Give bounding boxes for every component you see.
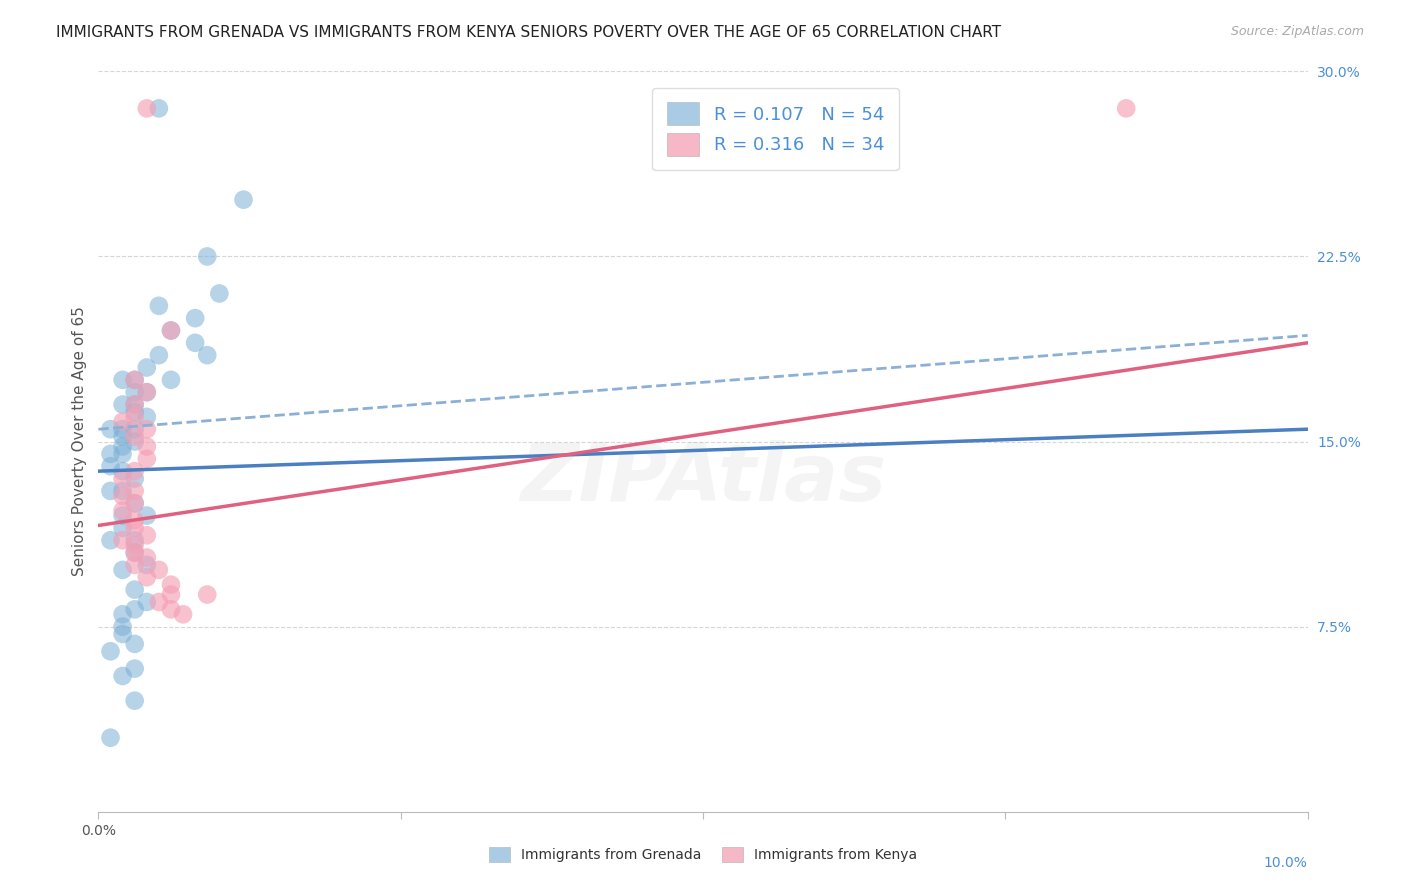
Point <box>111 373 134 387</box>
Point <box>124 602 146 616</box>
Point <box>135 595 157 609</box>
Point <box>124 405 146 419</box>
Point <box>148 595 170 609</box>
Point <box>111 669 134 683</box>
Point <box>135 528 157 542</box>
Point <box>111 447 134 461</box>
Point <box>124 637 146 651</box>
Point <box>111 619 134 633</box>
Legend: Immigrants from Grenada, Immigrants from Kenya: Immigrants from Grenada, Immigrants from… <box>484 842 922 868</box>
Point <box>100 731 122 745</box>
Point <box>124 409 146 424</box>
Point <box>111 440 134 454</box>
Point <box>135 558 157 572</box>
Point <box>100 447 122 461</box>
Point <box>195 348 218 362</box>
Point <box>124 538 146 552</box>
Point <box>100 483 122 498</box>
Point <box>135 385 157 400</box>
Text: 10.0%: 10.0% <box>1264 856 1308 870</box>
Point <box>124 694 146 708</box>
Point <box>111 607 134 622</box>
Point <box>124 533 146 548</box>
Point <box>135 508 157 523</box>
Point <box>135 422 157 436</box>
Point <box>1115 102 1137 116</box>
Point <box>208 286 231 301</box>
Point <box>160 577 183 591</box>
Text: IMMIGRANTS FROM GRENADA VS IMMIGRANTS FROM KENYA SENIORS POVERTY OVER THE AGE OF: IMMIGRANTS FROM GRENADA VS IMMIGRANTS FR… <box>56 25 1001 40</box>
Point <box>111 471 134 485</box>
Point <box>148 299 170 313</box>
Point <box>184 335 207 350</box>
Point <box>111 422 134 436</box>
Text: Source: ZipAtlas.com: Source: ZipAtlas.com <box>1230 25 1364 38</box>
Point <box>124 373 146 387</box>
Point <box>160 324 183 338</box>
Point <box>148 102 170 116</box>
Point <box>160 373 183 387</box>
Point <box>124 398 146 412</box>
Point <box>172 607 194 622</box>
Point <box>124 514 146 528</box>
Point <box>135 451 157 466</box>
Point <box>135 440 157 454</box>
Point <box>135 102 157 116</box>
Point <box>195 249 218 264</box>
Point <box>124 582 146 597</box>
Point <box>135 360 157 375</box>
Point <box>124 546 146 560</box>
Point <box>111 398 134 412</box>
Point <box>111 503 134 517</box>
Point <box>124 496 146 510</box>
Point <box>111 489 134 503</box>
Y-axis label: Seniors Poverty Over the Age of 65: Seniors Poverty Over the Age of 65 <box>72 307 87 576</box>
Point <box>111 508 134 523</box>
Point <box>124 662 146 676</box>
Point <box>124 422 146 436</box>
Point <box>124 373 146 387</box>
Point <box>111 563 134 577</box>
Point <box>124 483 146 498</box>
Point <box>135 550 157 565</box>
Point <box>111 533 134 548</box>
Point <box>100 644 122 658</box>
Point <box>111 415 134 429</box>
Point <box>100 533 122 548</box>
Point <box>124 471 146 485</box>
Point <box>124 546 146 560</box>
Point <box>100 422 122 436</box>
Point <box>148 348 170 362</box>
Text: ZIPAtlas: ZIPAtlas <box>520 440 886 517</box>
Point <box>195 588 218 602</box>
Point <box>135 570 157 584</box>
Point <box>124 429 146 443</box>
Point <box>124 385 146 400</box>
Point <box>124 521 146 535</box>
Point <box>160 324 183 338</box>
Point <box>111 429 134 443</box>
Point <box>124 496 146 510</box>
Point <box>148 563 170 577</box>
Point <box>124 434 146 449</box>
Point <box>111 627 134 641</box>
Point <box>232 193 254 207</box>
Point <box>135 385 157 400</box>
Point <box>135 409 157 424</box>
Point <box>124 398 146 412</box>
Point <box>160 602 183 616</box>
Point <box>124 464 146 478</box>
Point <box>100 459 122 474</box>
Point <box>111 464 134 478</box>
Point <box>124 558 146 572</box>
Point <box>111 483 134 498</box>
Point <box>160 588 183 602</box>
Point <box>184 311 207 326</box>
Point <box>111 521 134 535</box>
